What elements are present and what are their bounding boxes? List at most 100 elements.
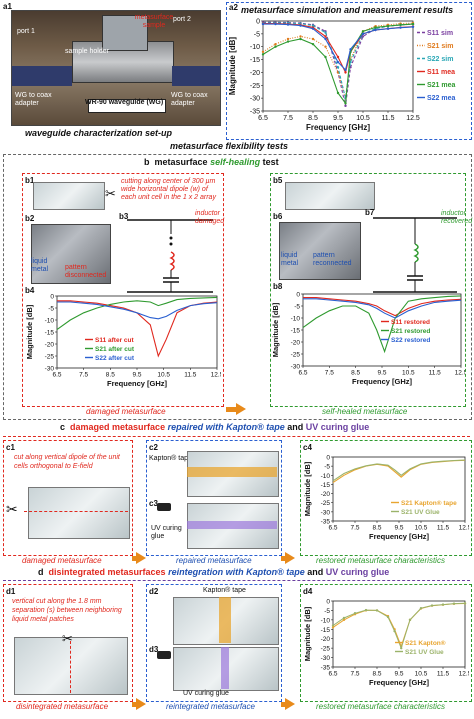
- series-line-1: [56, 296, 218, 331]
- data-point: [324, 55, 327, 59]
- legend-entry: S11 restored: [391, 319, 430, 326]
- data-point: [375, 609, 379, 612]
- waveguide-label: WR-90 waveguide (WG): [85, 99, 164, 106]
- panel-b-label: b: [144, 157, 150, 167]
- circuit-recovered: [373, 217, 457, 293]
- y-tick-label: -5: [254, 31, 260, 38]
- y-tick-label: -30: [45, 366, 55, 373]
- d-title-4: UV curing glue: [325, 567, 390, 577]
- y-tick-label: -25: [250, 83, 260, 90]
- y-axis-label: Magnitude [dB]: [228, 37, 237, 96]
- y-tick-label: -10: [291, 316, 301, 323]
- c1-caption: damaged metasurface: [22, 556, 102, 565]
- data-point: [336, 60, 340, 64]
- y-tick-label: -5: [324, 464, 330, 471]
- y-tick-label: 0: [256, 19, 260, 26]
- x-tick-label: 10.5: [415, 671, 428, 678]
- b1-label: b1: [25, 176, 35, 185]
- x-tick-label: 10.5: [415, 525, 428, 532]
- series-line-1: [262, 22, 414, 99]
- series-line-1: [332, 602, 466, 650]
- damaged-box: b1 ✂ cutting along center of 300 µm wide…: [22, 173, 224, 407]
- legend-entry: S22 sim: [427, 56, 453, 63]
- liquid-metal-label-2: liquid metal: [281, 252, 299, 267]
- d1-note: vertical cut along the 1.8 mm separation…: [12, 598, 122, 623]
- y-axis-label: Magnitude [dB]: [303, 606, 312, 661]
- c4-box: c4 0 -5 -10 -15 -20 -25 -30 -35 6.5 7.5 8.5 9.5 10.5…: [300, 440, 472, 556]
- data-point: [311, 42, 315, 46]
- data-point: [286, 23, 290, 26]
- x-tick-label: 7.5: [325, 370, 334, 377]
- series-line-0: [263, 21, 414, 107]
- y-tick-label: -20: [250, 70, 260, 77]
- data-point: [299, 24, 302, 27]
- x-tick-label: 11.5: [381, 115, 394, 122]
- series-line-1: [332, 459, 466, 482]
- c1-photo: [28, 487, 130, 539]
- x-tick-label: 12.5: [459, 525, 469, 532]
- series-line-3: [263, 23, 414, 75]
- data-point: [324, 37, 327, 41]
- a1-caption: waveguide characterization set-up: [25, 128, 173, 138]
- legend-entry: S11 mea: [427, 69, 455, 76]
- y-tick-label: 0: [326, 599, 330, 606]
- sample-holder-label: sample holder: [65, 48, 109, 55]
- pattern-disconnected-label: pattern disconnected: [65, 264, 107, 279]
- y-tick-label: -25: [291, 352, 301, 359]
- d3-uv-strip: [221, 647, 229, 689]
- d2-caption: reintegrated metasurface: [166, 702, 255, 711]
- waveguide-photo: [11, 10, 221, 126]
- x-tick-label: 12.5: [459, 671, 469, 678]
- data-point: [452, 602, 456, 605]
- d1-caption: disintegrated metasurface: [16, 702, 109, 711]
- data-point: [344, 71, 347, 74]
- x-tick-label: 10.5: [157, 372, 170, 379]
- d4-box: d4 0 -5 -10 -15 -20 -25 -30 -35 6.5 7.5 8.5 9.5 10.5…: [300, 584, 472, 702]
- data-point: [393, 629, 396, 633]
- data-point: [324, 35, 327, 38]
- uv-lamp-icon-c: [157, 503, 171, 511]
- metasurface-sample-label: metasurface sample: [134, 14, 174, 29]
- y-tick-label: 0: [50, 294, 54, 301]
- x-tick-label: 7.5: [350, 671, 359, 678]
- y-tick-label: -20: [291, 340, 301, 347]
- c3-uv-strip: [187, 521, 277, 529]
- x-tick-label: 12.5: [455, 370, 465, 377]
- data-point: [286, 37, 290, 41]
- d-title-2: reintegration with Kapton® tape: [168, 567, 305, 577]
- x-tick-label: 6.5: [328, 525, 337, 532]
- c-arrow1-head: [136, 552, 146, 564]
- y-tick-label: -10: [45, 318, 55, 325]
- legend-entry: S11 after cut: [95, 337, 134, 344]
- plot-frame: [56, 295, 218, 369]
- c1-label: c1: [6, 443, 15, 452]
- x-tick-label: 11.5: [437, 671, 450, 678]
- c-title-3: and: [287, 422, 304, 432]
- chart-a2: 0 -5 -10 -15 -20 -25 -30 -356.5 7.5 8.5 9.5 10.5 11.…: [228, 19, 456, 133]
- series-line-0: [57, 300, 218, 358]
- d-title-1: disintegrated metasurfaces: [48, 567, 166, 577]
- chart-c4: 0 -5 -10 -15 -20 -25 -30 -356.5 7.5 8.5 9.5 10.5 11.…: [303, 455, 469, 542]
- panel-d-title: d disintegrated metasurfaces reintegrati…: [38, 567, 389, 577]
- data-point: [286, 40, 290, 43]
- d-arrow2-head: [285, 698, 295, 710]
- x-tick-label: 9.5: [132, 372, 141, 379]
- panel-c-label: c: [60, 422, 66, 432]
- b7-label: b7: [365, 208, 375, 217]
- d-title-3: and: [307, 567, 324, 577]
- series-line-2: [57, 301, 218, 320]
- legend-entry: S21 Kapton® tape: [401, 499, 457, 507]
- data-point: [274, 22, 277, 26]
- plot-frame: [332, 600, 466, 668]
- b5-photo: [285, 182, 375, 210]
- x-tick-label: 6.5: [298, 370, 307, 377]
- data-point: [344, 68, 347, 72]
- uv-lamp-icon-d: [157, 651, 171, 659]
- data-point: [261, 50, 265, 54]
- legend-entry: S21 UV Glue: [401, 509, 440, 516]
- data-point: [261, 53, 265, 56]
- x-tick-label: 8.5: [372, 525, 381, 532]
- chart-d4: 0 -5 -10 -15 -20 -25 -30 -356.5 7.5 8.5 9.5 10.5 11.…: [303, 599, 469, 688]
- data-point: [311, 27, 315, 30]
- data-point: [299, 35, 302, 38]
